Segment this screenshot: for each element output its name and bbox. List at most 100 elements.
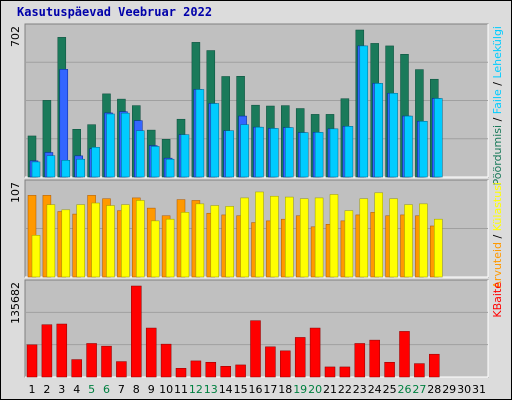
bar-pages-day-4 (76, 158, 85, 178)
bar-kbytes-day-14 (220, 366, 231, 378)
bar-kbytes-day-28 (429, 353, 440, 378)
day-tick-label-26: 26 (398, 383, 412, 396)
bar-kbytes-day-10 (160, 343, 172, 378)
day-tick-label-14: 14 (219, 383, 233, 396)
bar-visits-day-17 (270, 195, 279, 278)
bar-visits-day-25 (389, 198, 398, 278)
day-tick-label-31: 31 (472, 383, 486, 396)
bar-kbytes-day-6 (101, 345, 112, 378)
bar-visits-day-19 (299, 198, 309, 278)
bar-visits-day-20 (314, 197, 324, 278)
day-tick-label-25: 25 (383, 383, 397, 396)
bar-pages-day-28 (434, 98, 443, 178)
day-tick-label-22: 22 (338, 383, 352, 396)
bar-kbytes-day-15 (235, 364, 246, 378)
bar-pages-day-23 (359, 45, 369, 178)
legend-entry: Arvuteid (491, 242, 504, 289)
bar-visits-day-22 (344, 210, 354, 278)
legend-entry: KBaite (491, 282, 504, 318)
day-tick-label-30: 30 (457, 383, 471, 396)
bar-pages-day-15 (240, 124, 249, 178)
bar-pages-day-8 (136, 130, 145, 178)
bar-kbytes-day-19 (294, 337, 306, 378)
bar-visits-day-6 (106, 205, 115, 278)
bar-visits-day-16 (255, 191, 264, 278)
bar-visits-day-21 (329, 194, 339, 278)
day-tick-label-5: 5 (88, 383, 95, 396)
bar-pages-day-22 (344, 126, 354, 178)
bar-kbytes-day-18 (280, 350, 291, 378)
bar-pages-day-25 (389, 92, 398, 178)
day-tick-label-8: 8 (133, 383, 140, 396)
legend-entry: Külastusi (491, 182, 504, 231)
bar-kbytes-day-23 (354, 343, 366, 378)
bar-visits-day-23 (359, 198, 369, 278)
bar-pages-day-21 (329, 128, 339, 178)
bar-kbytes-day-12 (190, 360, 202, 378)
day-tick-label-19: 19 (293, 383, 307, 396)
bar-kbytes-day-24 (369, 339, 380, 378)
bar-kbytes-day-13 (205, 361, 217, 378)
legend-entry: Pöördumisi (491, 125, 504, 186)
day-tick-label-20: 20 (308, 383, 322, 396)
bar-pages-day-9 (150, 146, 160, 178)
bar-visits-day-3 (61, 209, 71, 278)
legend-entry: Faile (491, 89, 504, 114)
day-tick-label-16: 16 (249, 383, 263, 396)
bar-kbytes-day-11 (175, 368, 187, 378)
bar-visits-day-8 (136, 200, 145, 278)
bar-kbytes-day-8 (131, 285, 142, 378)
day-tick-label-9: 9 (148, 383, 155, 396)
bar-kbytes-day-9 (145, 327, 157, 378)
bar-pages-day-7 (121, 112, 130, 178)
chart-title: Kasutuspäevad Veebruar 2022 (17, 5, 213, 19)
panel-1-ymax-label: 702 (9, 26, 22, 47)
day-tick-label-4: 4 (73, 383, 80, 396)
bar-kbytes-day-17 (265, 346, 276, 378)
bar-visits-day-12 (195, 203, 205, 278)
bar-kbytes-day-27 (414, 363, 425, 378)
day-tick-label-3: 3 (58, 383, 65, 396)
bar-kbytes-day-22 (339, 366, 351, 378)
bar-pages-day-24 (374, 83, 383, 178)
day-tick-label-12: 12 (189, 383, 203, 396)
panel-3-legend: KBaite (491, 282, 504, 318)
bar-pages-day-19 (299, 132, 309, 178)
bar-kbytes-day-1 (26, 344, 38, 378)
day-tick-label-24: 24 (368, 383, 382, 396)
day-tick-label-18: 18 (278, 383, 292, 396)
bar-pages-day-20 (314, 132, 324, 178)
bar-visits-day-15 (240, 197, 249, 278)
bar-visits-day-11 (180, 212, 190, 278)
panel-3-ymax-label: 135682 (9, 282, 22, 324)
bar-visits-day-13 (210, 205, 220, 278)
bar-kbytes-day-5 (86, 343, 97, 378)
bar-kbytes-day-20 (309, 327, 321, 378)
bar-pages-day-5 (91, 147, 100, 178)
bar-visits-day-2 (46, 204, 56, 278)
bar-visits-day-28 (434, 218, 443, 278)
day-tick-label-23: 23 (353, 383, 367, 396)
bar-pages-day-27 (419, 121, 428, 178)
panel-2-legend: Arvuteid / Külastusi (491, 182, 504, 289)
panel-1-legend: Pöördumisi / Faile / Lehekülgi (491, 26, 504, 185)
bar-visits-day-9 (150, 220, 160, 278)
day-tick-label-17: 17 (263, 383, 277, 396)
bar-pages-day-14 (225, 130, 234, 178)
bar-pages-day-17 (270, 128, 279, 178)
bar-kbytes-day-26 (399, 331, 410, 378)
bar-visits-day-10 (165, 218, 175, 278)
bar-visits-day-18 (285, 196, 294, 278)
day-tick-label-27: 27 (412, 383, 426, 396)
bar-kbytes-day-25 (384, 361, 395, 378)
bar-visits-day-5 (91, 202, 100, 278)
day-tick-label-29: 29 (442, 383, 456, 396)
day-tick-label-13: 13 (204, 383, 218, 396)
day-tick-label-21: 21 (323, 383, 337, 396)
bar-pages-day-2 (46, 155, 56, 178)
bar-visits-day-24 (374, 192, 383, 278)
day-tick-label-11: 11 (174, 383, 188, 396)
bar-visits-day-14 (225, 206, 234, 278)
